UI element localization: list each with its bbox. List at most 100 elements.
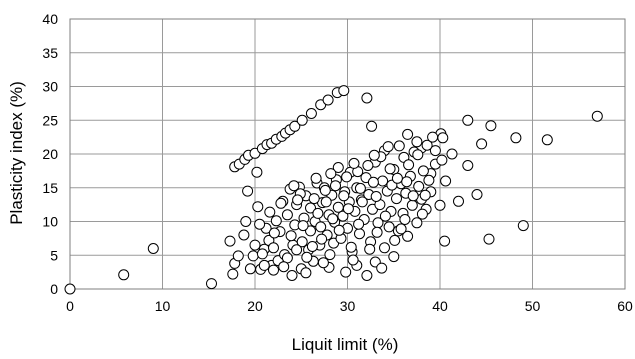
data-point bbox=[308, 193, 320, 205]
data-point bbox=[389, 234, 401, 246]
data-point bbox=[406, 199, 418, 211]
data-point bbox=[296, 114, 308, 126]
grid bbox=[69, 18, 626, 290]
data-point bbox=[411, 136, 423, 148]
data-point bbox=[305, 225, 316, 237]
data-point bbox=[227, 268, 239, 280]
data-point bbox=[483, 233, 495, 245]
data-point bbox=[305, 202, 316, 214]
data-point bbox=[340, 266, 352, 278]
data-point bbox=[356, 196, 368, 208]
y-tick-label: 5 bbox=[50, 247, 58, 263]
data-point bbox=[453, 195, 464, 207]
y-tick-label: 20 bbox=[42, 146, 58, 162]
data-point bbox=[417, 165, 429, 177]
data-point bbox=[517, 220, 529, 232]
data-point bbox=[391, 172, 403, 184]
data-point bbox=[361, 270, 373, 281]
data-point bbox=[377, 175, 389, 187]
data-point bbox=[371, 226, 383, 238]
data-point bbox=[429, 145, 441, 157]
data-point bbox=[264, 206, 276, 218]
data-point bbox=[305, 108, 317, 119]
data-point bbox=[348, 157, 360, 169]
data-point bbox=[401, 176, 413, 188]
y-tick-label: 40 bbox=[42, 11, 58, 27]
y-tick-labels: 0 5 10 15 20 25 30 35 40 bbox=[42, 11, 58, 297]
data-point bbox=[258, 259, 270, 271]
data-point bbox=[242, 185, 254, 197]
data-point bbox=[395, 223, 407, 235]
data-point bbox=[317, 257, 329, 269]
data-point bbox=[338, 85, 350, 97]
data-point bbox=[476, 138, 488, 150]
data-point bbox=[510, 132, 522, 144]
data-point bbox=[292, 194, 304, 206]
y-tick-label: 35 bbox=[42, 45, 58, 61]
data-point bbox=[361, 92, 373, 104]
data-point bbox=[324, 249, 336, 261]
data-point bbox=[462, 160, 474, 171]
data-point bbox=[384, 163, 396, 175]
data-point bbox=[64, 283, 76, 295]
data-point bbox=[434, 199, 446, 211]
data-point bbox=[446, 148, 458, 160]
data-point bbox=[278, 261, 290, 273]
data-point bbox=[383, 221, 395, 233]
data-point bbox=[440, 175, 452, 187]
y-tick-label: 10 bbox=[42, 214, 58, 230]
data-point bbox=[353, 218, 365, 230]
data-point bbox=[423, 174, 435, 186]
data-point bbox=[291, 244, 303, 256]
data-point bbox=[316, 233, 328, 245]
data-point bbox=[315, 221, 327, 233]
data-point bbox=[342, 203, 354, 215]
data-point bbox=[206, 278, 217, 290]
plot-frame bbox=[69, 18, 626, 290]
x-tick-label: 40 bbox=[432, 298, 448, 314]
data-point bbox=[388, 251, 400, 263]
data-point bbox=[370, 191, 382, 202]
x-tick-label: 0 bbox=[66, 298, 74, 314]
data-point bbox=[337, 210, 349, 222]
data-point bbox=[364, 243, 376, 255]
y-tick-label: 30 bbox=[42, 79, 58, 95]
data-point bbox=[249, 239, 261, 251]
y-tick-label: 0 bbox=[50, 281, 58, 297]
data-point bbox=[238, 229, 250, 241]
data-point bbox=[421, 139, 433, 151]
y-tick-label: 25 bbox=[42, 112, 58, 128]
x-tick-label: 20 bbox=[247, 298, 263, 314]
data-point bbox=[147, 243, 159, 254]
data-point bbox=[591, 110, 603, 122]
data-point bbox=[332, 162, 344, 173]
data-point bbox=[437, 132, 449, 144]
data-point bbox=[427, 131, 439, 143]
data-point bbox=[368, 149, 380, 161]
data-point bbox=[345, 241, 357, 253]
x-tick-label: 60 bbox=[617, 298, 633, 314]
data-point bbox=[362, 160, 374, 171]
data-point bbox=[240, 216, 252, 227]
data-point bbox=[268, 227, 280, 239]
data-point bbox=[403, 159, 415, 171]
data-point bbox=[247, 250, 259, 262]
data-point bbox=[289, 120, 301, 132]
data-point bbox=[485, 120, 497, 132]
data-point bbox=[300, 267, 312, 279]
data-point bbox=[320, 196, 332, 208]
data-point bbox=[251, 166, 263, 178]
y-axis-title: Plasticity index (%) bbox=[7, 81, 26, 225]
data-point bbox=[393, 140, 405, 152]
data-point bbox=[412, 149, 424, 161]
x-tick-label: 10 bbox=[155, 298, 171, 314]
data-point bbox=[541, 134, 553, 146]
data-point bbox=[341, 171, 353, 183]
data-point bbox=[354, 182, 366, 194]
data-point bbox=[462, 114, 474, 126]
data-point bbox=[436, 154, 448, 166]
data-point bbox=[310, 172, 322, 184]
data-point bbox=[312, 207, 324, 219]
data-point bbox=[268, 242, 279, 254]
x-axis-title: Liquit limit (%) bbox=[292, 335, 399, 354]
